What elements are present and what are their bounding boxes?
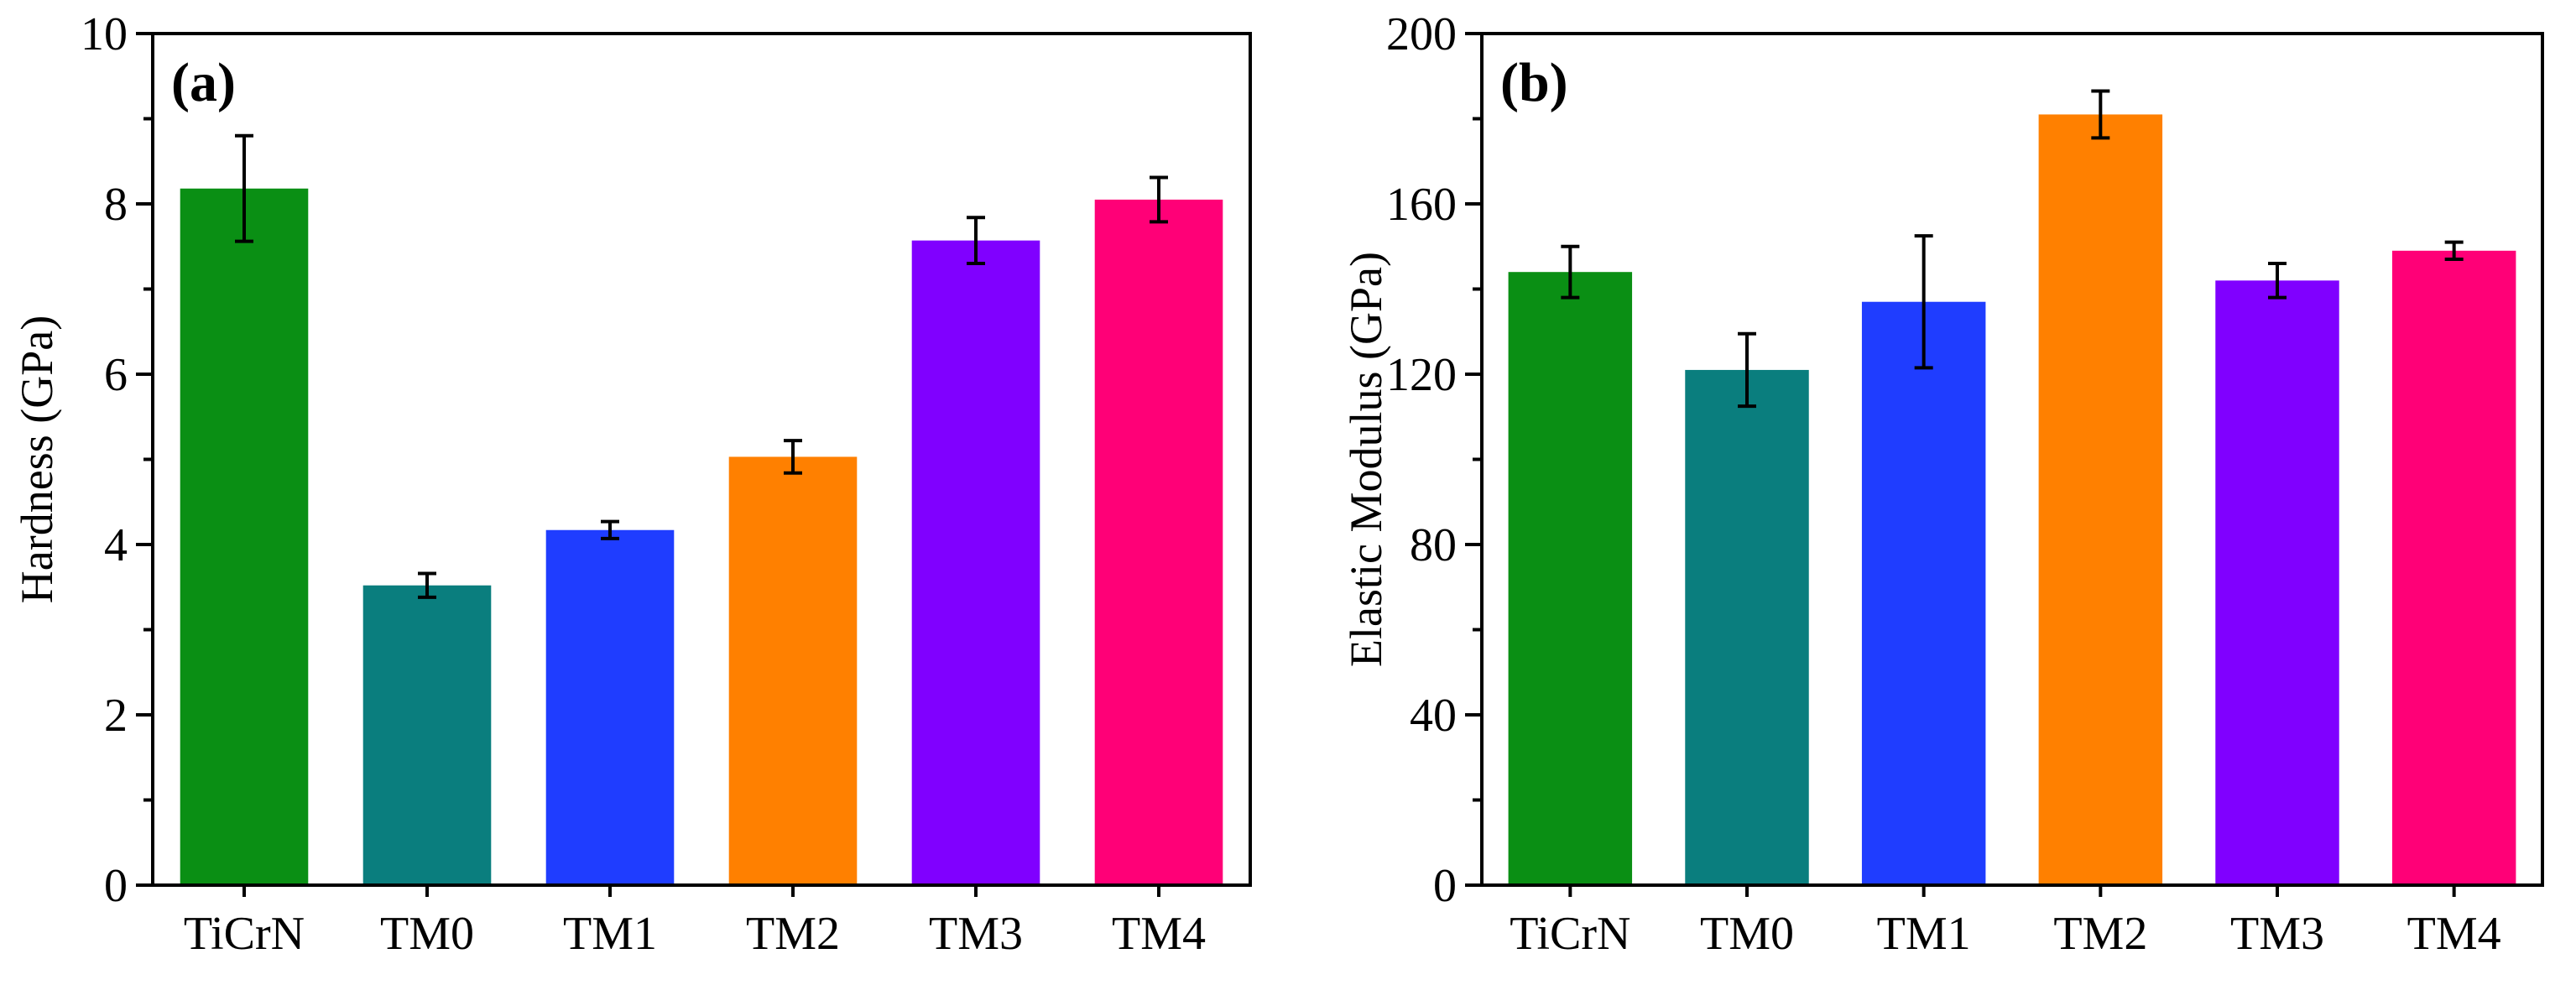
bar-tm3 (911, 240, 1040, 885)
y-tick-label: 80 (1410, 519, 1457, 571)
y-tick-label: 2 (104, 690, 128, 742)
x-tick-label: TM4 (2407, 908, 2501, 960)
x-tick-label: TM1 (1877, 908, 1971, 960)
x-tick-label: TM0 (380, 908, 474, 960)
y-tick-label: 10 (81, 8, 128, 60)
x-tick-label: TM2 (746, 908, 840, 960)
bar-tm4 (2391, 250, 2516, 885)
bar-tm3 (2215, 280, 2339, 886)
panel-label: (a) (171, 52, 236, 113)
y-tick-label: 40 (1410, 690, 1457, 742)
x-tick-label: TM0 (1700, 908, 1794, 960)
elastic-modulus-chart: TiCrN TM0 TM1 TM2 TM3 TM4 0 40 80 120 160 200 Elasti… (1341, 8, 2544, 960)
x-tick-label: TM2 (2053, 908, 2147, 960)
x-tick-label: TiCrN (184, 908, 305, 960)
y-tick-label: 120 (1386, 349, 1457, 401)
hardness-chart: TiCrN TM0 TM1 TM2 TM3 TM4 0 2 4 6 8 10 Hardness (GPa… (12, 8, 1252, 960)
y-tick-label: 8 (104, 179, 128, 231)
y-tick-label: 0 (104, 860, 128, 912)
y-tick-label: 6 (104, 349, 128, 401)
y-tick-label: 4 (104, 519, 128, 571)
bar-tm0 (362, 585, 492, 885)
x-tick-label: TM3 (2230, 908, 2324, 960)
y-tick-label: 200 (1386, 8, 1457, 60)
bar-tm1 (1861, 301, 1986, 886)
plot-frame (1480, 32, 2544, 887)
bar-tm2 (2038, 114, 2163, 886)
x-tick-label: TM4 (1112, 908, 1206, 960)
x-tick-label: TiCrN (1510, 908, 1630, 960)
y-axis-title: Hardness (GPa) (12, 315, 62, 603)
panel-label: (b) (1500, 52, 1568, 113)
bar-tm0 (1685, 369, 1809, 885)
bar-ticrn (1508, 272, 1633, 885)
y-tick-label: 160 (1386, 179, 1457, 231)
x-tick-label: TM1 (563, 908, 657, 960)
bar-tm4 (1094, 199, 1223, 886)
bar-tm2 (728, 456, 858, 885)
x-tick-label: TM3 (929, 908, 1023, 960)
y-tick-label: 0 (1433, 860, 1457, 912)
plot-frame (151, 32, 1252, 887)
bar-ticrn (180, 188, 309, 886)
y-axis-title: Elastic Modulus (GPa) (1341, 252, 1391, 667)
bar-tm1 (545, 529, 675, 885)
